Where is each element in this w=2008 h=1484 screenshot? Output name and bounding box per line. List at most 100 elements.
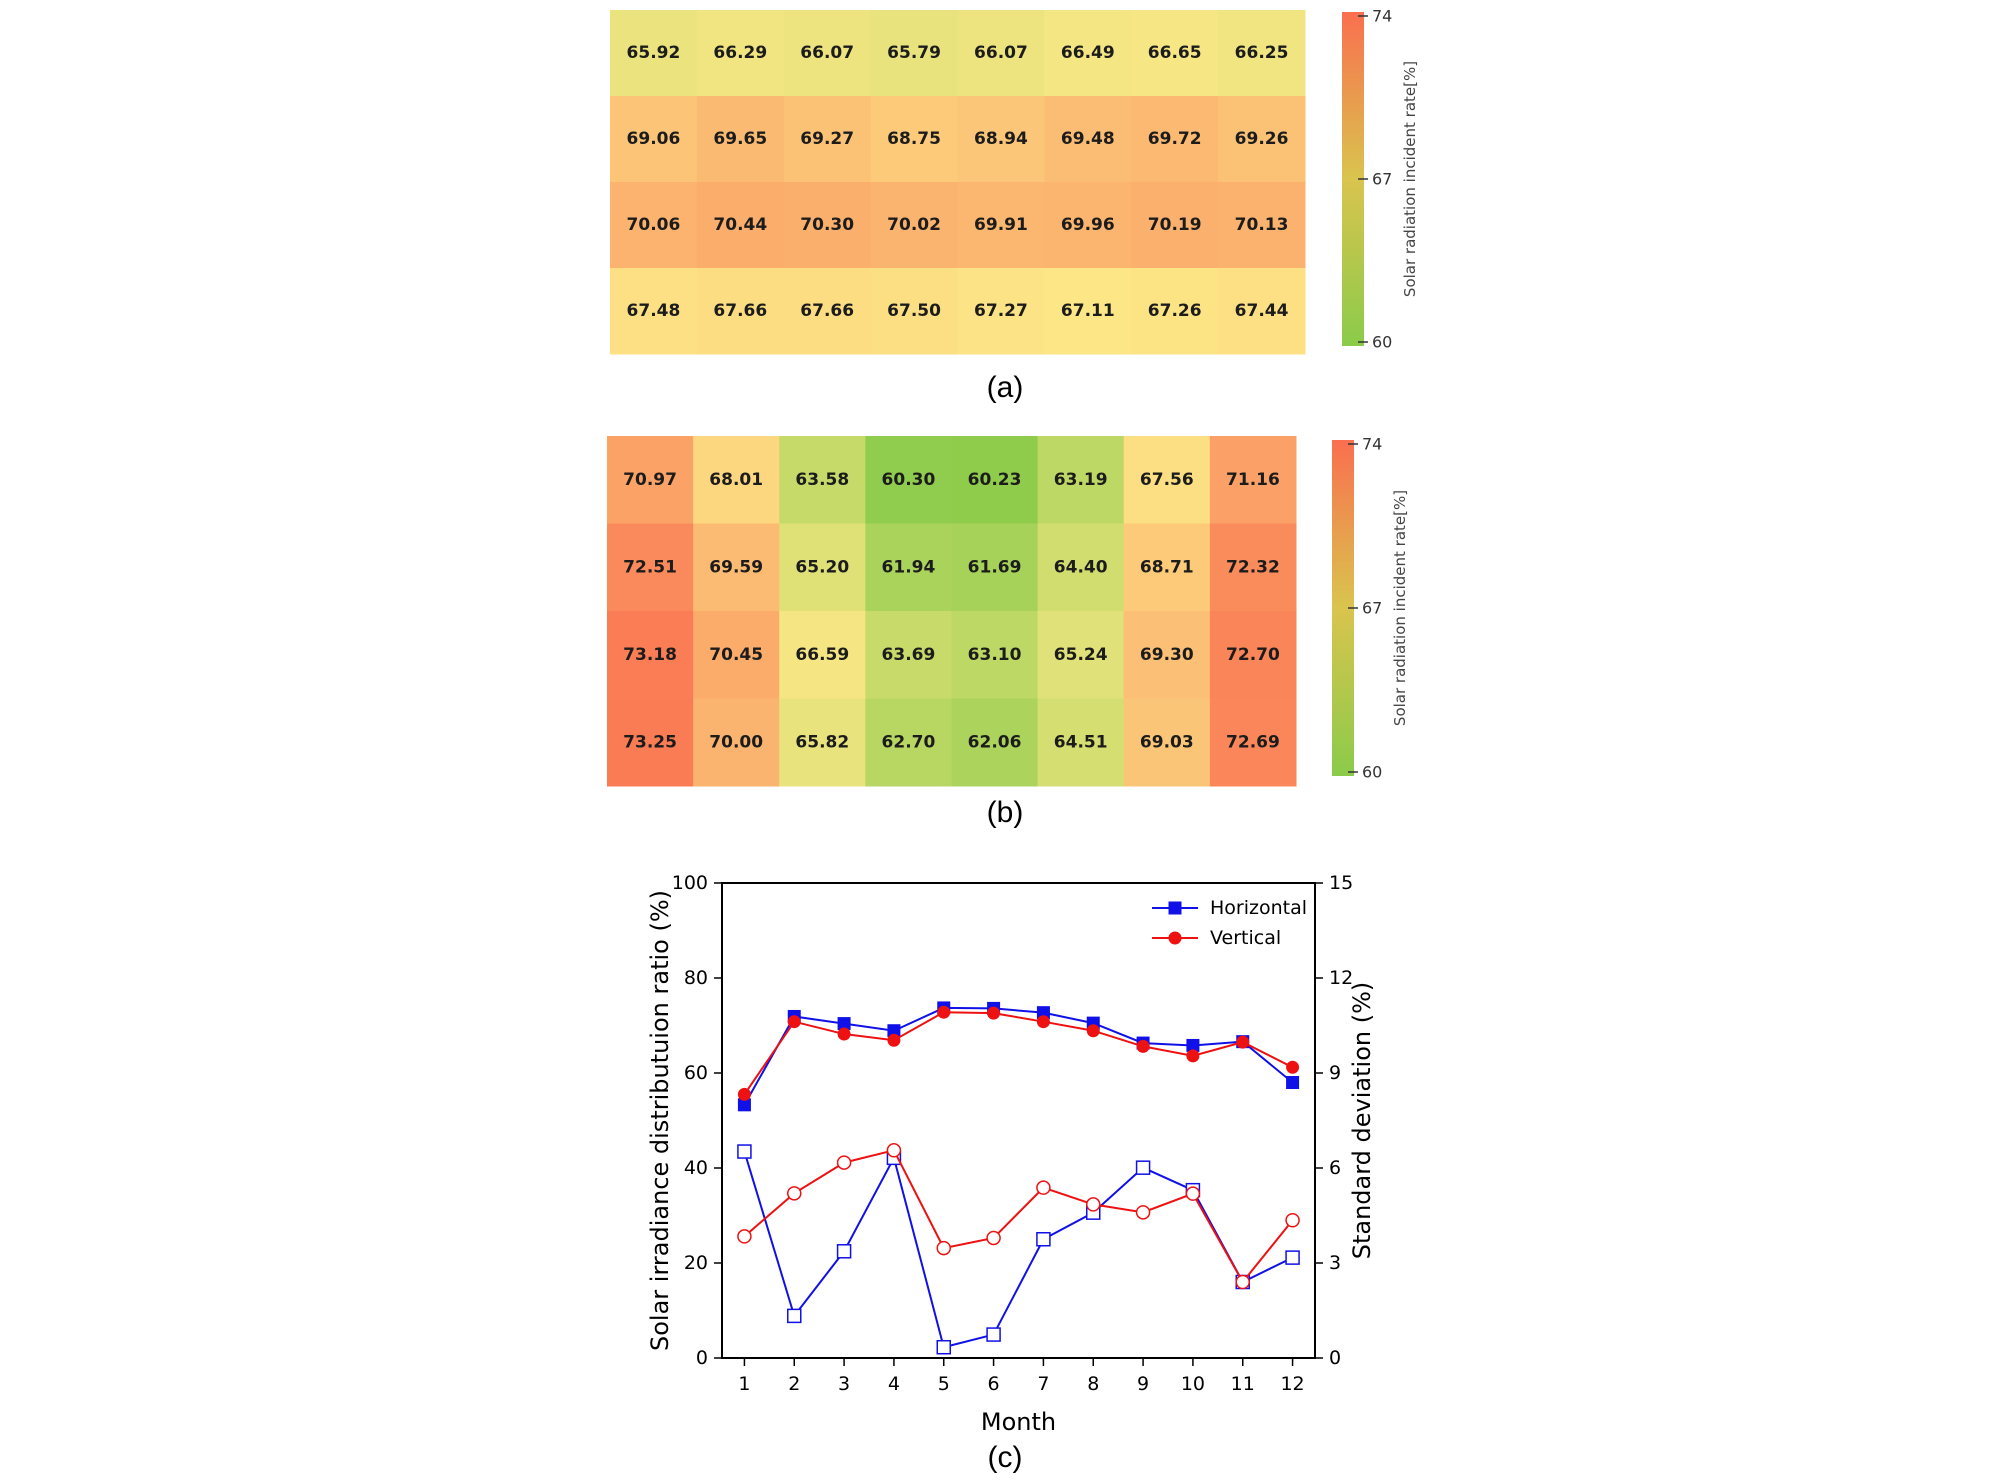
cell-value-label: 65.82 [795, 732, 849, 752]
y-tick-label: 40 [684, 1157, 708, 1179]
colorbar-gradient [1342, 12, 1364, 346]
heatmap-cell [957, 268, 1045, 355]
colorbar-tick-label: 60 [1362, 763, 1382, 782]
data-point [1036, 1232, 1051, 1247]
cell-value-label: 69.06 [627, 129, 681, 149]
cell-value-label: 66.65 [1148, 43, 1202, 63]
legend-marker [1168, 901, 1182, 915]
heatmap-cell [957, 10, 1045, 97]
heatmap-cell [951, 698, 1039, 787]
cell-value-label: 63.58 [795, 470, 849, 490]
y-tick-label: 100 [672, 872, 708, 894]
data-point [937, 1005, 951, 1019]
heatmap-cell [1218, 10, 1306, 97]
cell-value-label: 62.06 [968, 732, 1022, 752]
series-line [743, 1149, 1294, 1284]
heatmap-cell [1123, 698, 1211, 787]
heatmap-cell [1044, 268, 1132, 355]
heatmap-cell [1218, 96, 1306, 183]
cell-value-label: 68.75 [887, 129, 941, 149]
colorbar-gradient [1332, 440, 1354, 776]
series-vertical-right [737, 1143, 1300, 1290]
y-tick-label: 0 [696, 1347, 708, 1369]
cell-value-label: 70.45 [709, 645, 763, 665]
series-vertical-left [737, 1005, 1300, 1101]
heatmap-cell [779, 611, 866, 699]
heatmap-cell [1123, 611, 1211, 699]
y2-tick-label: 0 [1329, 1347, 1341, 1369]
data-point [737, 1087, 751, 1101]
heatmap-cell [779, 523, 866, 612]
y2-tick-label: 9 [1329, 1062, 1341, 1084]
data-point [1085, 1197, 1101, 1212]
heatmap-cell [870, 10, 958, 97]
cell-value-label: 70.44 [713, 215, 767, 235]
heatmap-cell [951, 436, 1039, 524]
data-point [986, 1327, 1001, 1342]
cell-value-label: 67.26 [1148, 301, 1202, 321]
cell-value-label: 70.97 [623, 470, 677, 490]
cell-value-label: 72.32 [1226, 557, 1280, 577]
cell-value-label: 71.16 [1226, 470, 1280, 490]
data-point [1135, 1205, 1151, 1220]
heatmap-cell [1209, 523, 1297, 612]
heatmap-cell [865, 698, 952, 787]
heatmap-cell [1037, 698, 1125, 787]
cell-value-label: 67.50 [887, 301, 941, 321]
cell-value-label: 63.69 [882, 645, 936, 665]
legend-marker [1168, 931, 1182, 945]
cell-value-label: 69.26 [1235, 129, 1289, 149]
cell-value-label: 65.92 [627, 43, 681, 63]
x-tick-label: 2 [788, 1373, 800, 1395]
data-point [737, 1229, 752, 1244]
data-point [737, 1098, 751, 1112]
x-tick-label: 6 [988, 1373, 1000, 1395]
heatmap-cell [870, 268, 958, 355]
heatmap-cell [870, 96, 958, 183]
heatmap-cell [951, 611, 1039, 699]
heatmap-cell [610, 182, 698, 269]
heatmap-cell [607, 436, 694, 524]
data-point [837, 1017, 851, 1031]
legend-label: Vertical [1210, 927, 1281, 949]
data-point [787, 1015, 801, 1029]
series-line [743, 1011, 1294, 1095]
cell-value-label: 67.44 [1235, 301, 1289, 321]
colorbar-tick-label: 67 [1372, 170, 1392, 189]
data-point [887, 1024, 901, 1038]
data-point [837, 1027, 851, 1041]
cell-value-label: 67.66 [713, 301, 767, 321]
heatmap-cell [1218, 182, 1306, 269]
y2-tick-label: 15 [1329, 872, 1353, 894]
y-axis-title: Solar irradiance distributuion ratio (%) [646, 890, 674, 1351]
series-line [743, 1151, 1294, 1349]
heatmap-cell [865, 436, 952, 524]
colorbar-tick-label: 60 [1372, 333, 1392, 352]
cell-value-label: 69.30 [1140, 645, 1194, 665]
cell-value-label: 67.11 [1061, 301, 1115, 321]
heatmap-cell [696, 96, 785, 183]
heatmap-cell [610, 10, 698, 97]
data-point [1186, 1049, 1200, 1063]
panel-label-a: (a) [987, 371, 1024, 404]
panel-label-b: (b) [987, 796, 1024, 829]
heatmap-cell [610, 268, 698, 355]
heatmap-cell [1037, 436, 1125, 524]
heatmap-cell [957, 96, 1045, 183]
cell-value-label: 63.19 [1054, 470, 1108, 490]
cell-value-label: 60.23 [968, 470, 1022, 490]
series-line [743, 1006, 1294, 1106]
data-point [1285, 1250, 1300, 1265]
cell-value-label: 64.51 [1054, 732, 1108, 752]
heatmap-cell [607, 523, 694, 612]
y-tick-label: 60 [684, 1062, 708, 1084]
data-point [936, 1240, 952, 1256]
cell-value-label: 72.69 [1226, 732, 1280, 752]
cell-value-label: 69.91 [974, 215, 1028, 235]
data-point [1286, 1060, 1300, 1074]
cell-value-label: 69.03 [1140, 732, 1194, 752]
data-point [1285, 1213, 1300, 1228]
data-point [986, 1230, 1001, 1246]
cell-value-label: 69.96 [1061, 215, 1115, 235]
